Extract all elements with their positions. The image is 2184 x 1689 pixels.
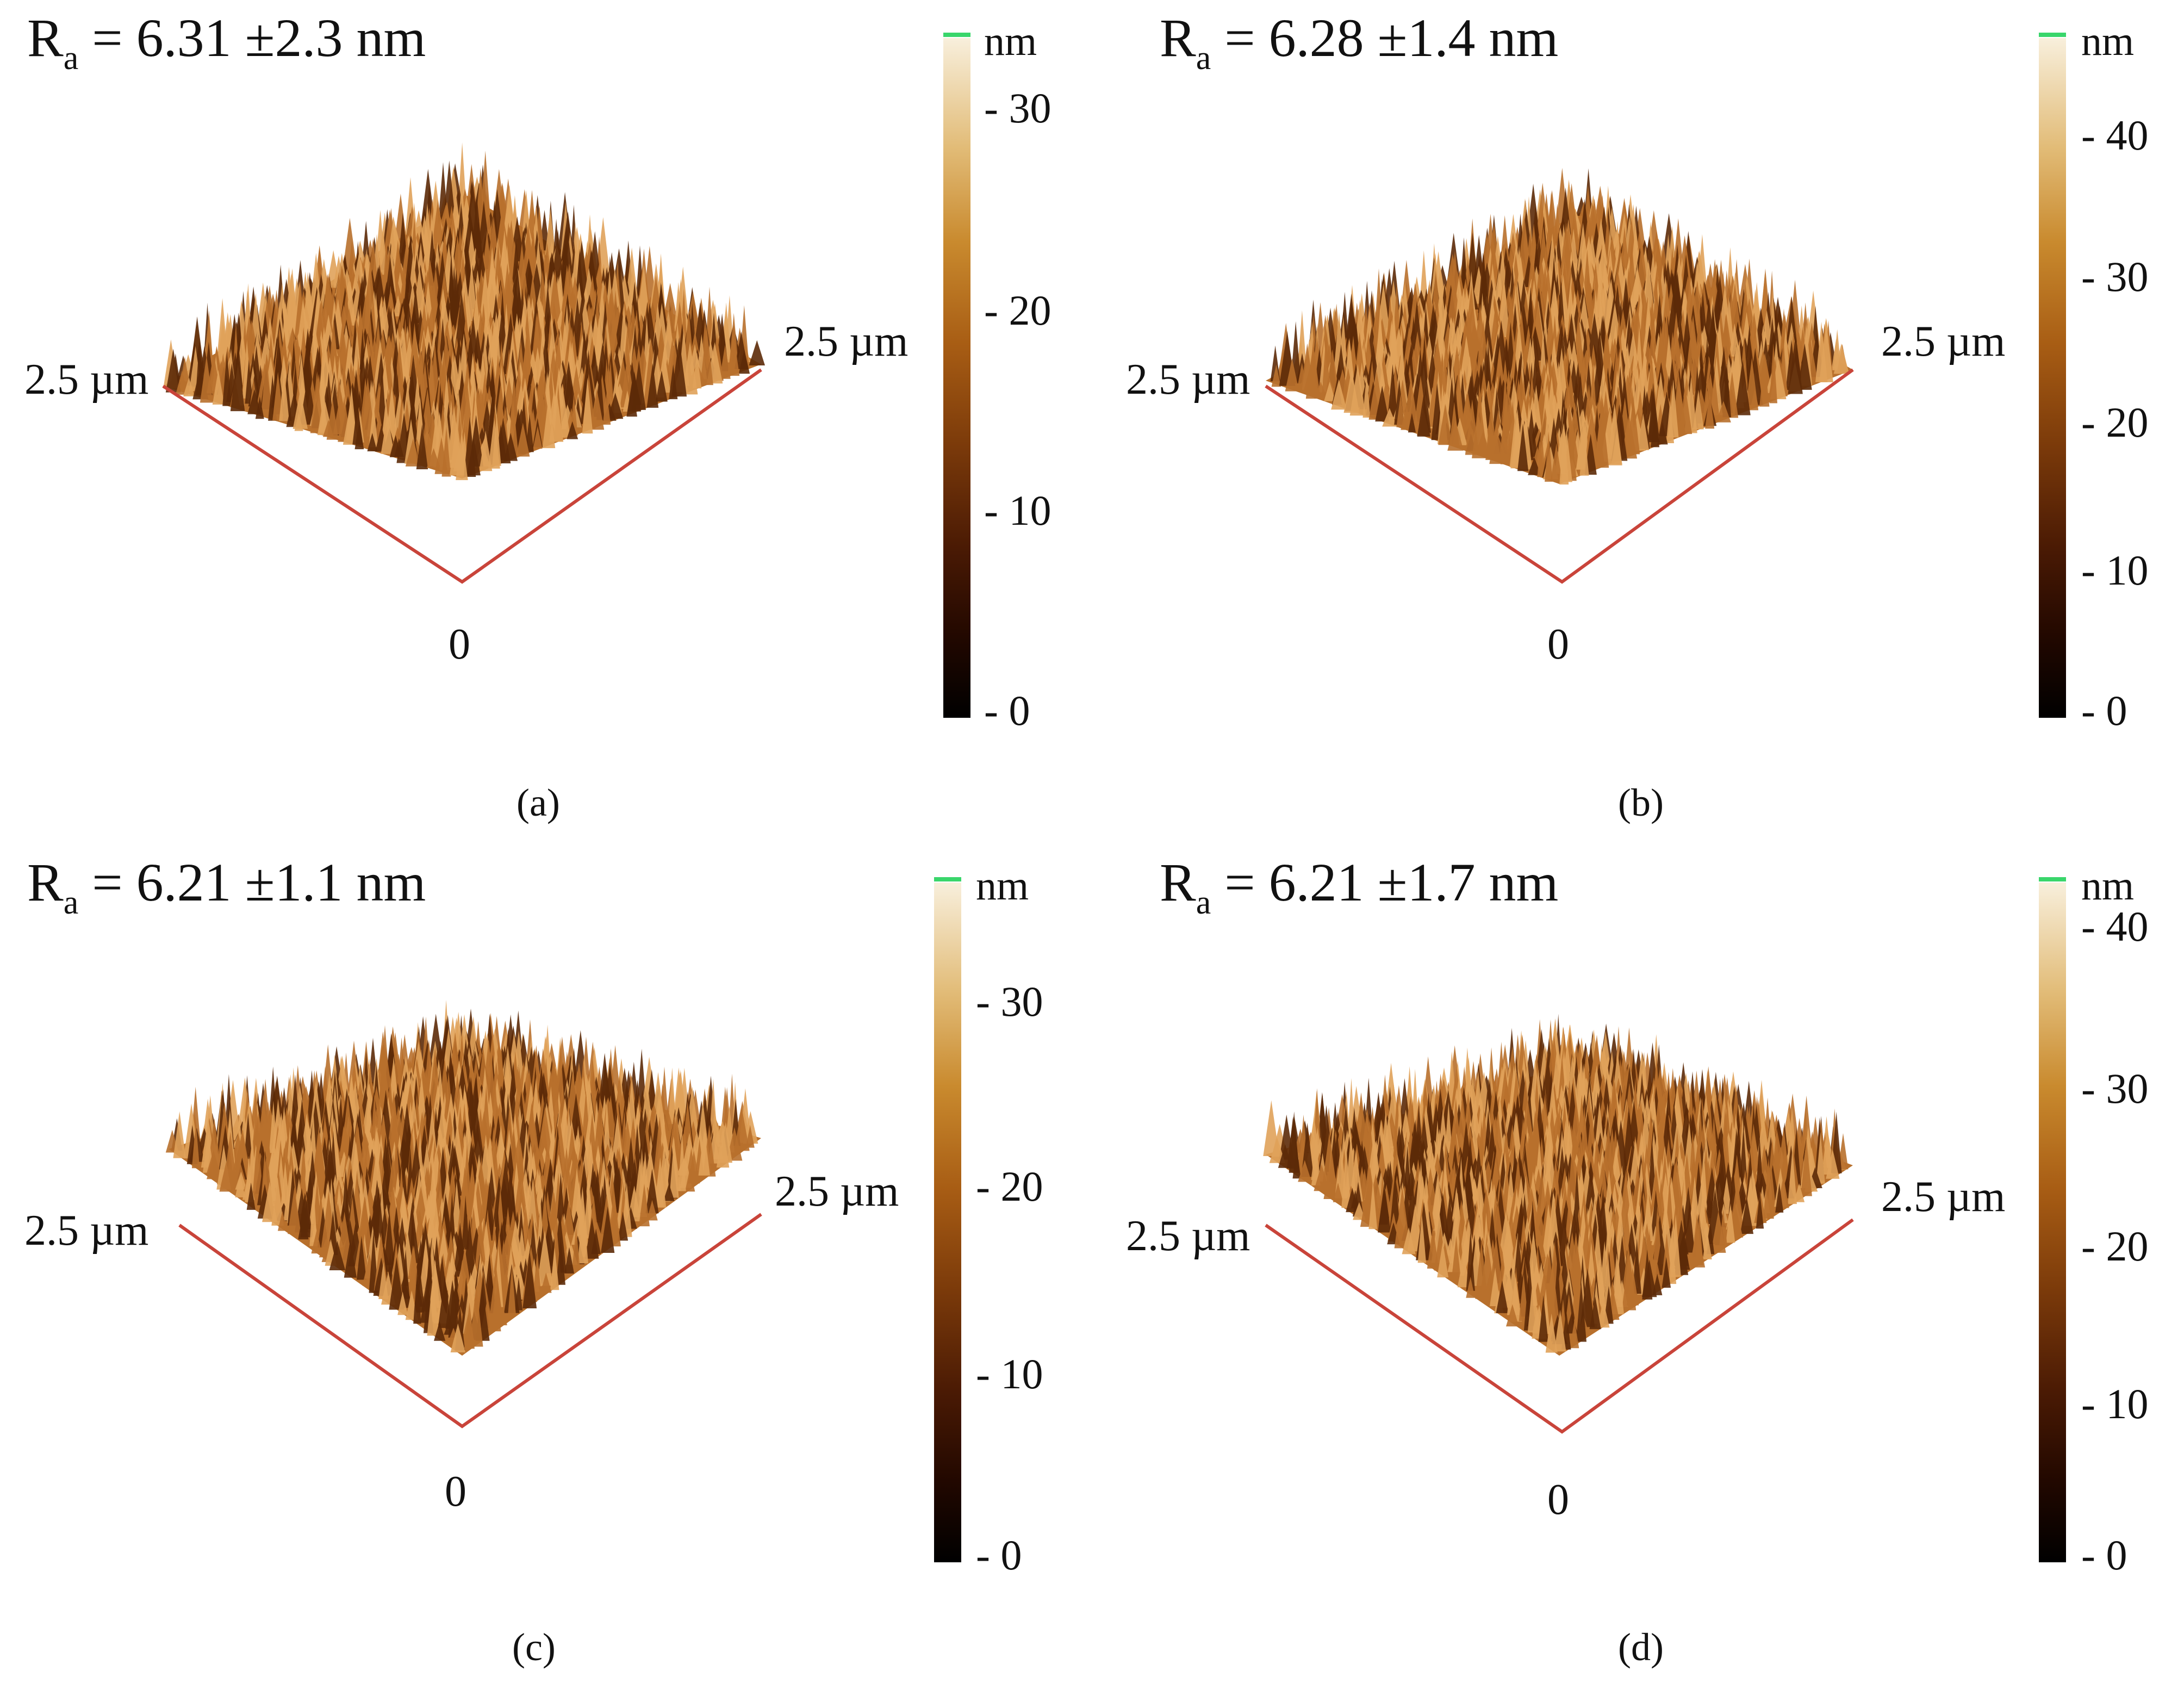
roughness-label: Ra = 6.31 ±2.3 nm: [27, 8, 426, 77]
colorbar-tick: - 0: [2081, 1531, 2127, 1579]
colorbar-unit: nm: [984, 18, 1037, 64]
panel-caption: (a): [517, 781, 560, 824]
axis-label-right: 2.5 µm: [775, 1168, 899, 1215]
panel-caption: (c): [512, 1625, 556, 1669]
afm-3d-surface: [162, 142, 765, 584]
axis-origin-label: 0: [449, 620, 470, 668]
afm-3d-surface: [1265, 167, 1854, 584]
colorbar-tick: - 30: [984, 84, 1051, 132]
afm-3d-surface: [1263, 1014, 1854, 1434]
panel-d: Ra = 6.21 ±1.7 nm 2.5 µm 2.5 µm 0 nm - 4…: [1092, 844, 2183, 1689]
axis-label-left: 2.5 µm: [1126, 1212, 1250, 1260]
roughness-label: Ra = 6.21 ±1.7 nm: [1160, 852, 1559, 921]
colorbar-tick: - 10: [2081, 1380, 2149, 1427]
panel-caption: (d): [1618, 1625, 1664, 1669]
axis-origin-label: 0: [445, 1468, 466, 1516]
axis-origin-label: 0: [1547, 620, 1569, 668]
panel-caption: (b): [1618, 781, 1664, 824]
colorbar-tick: - 40: [2081, 903, 2149, 950]
colorbar-tick: - 0: [976, 1531, 1022, 1579]
panel-b: Ra = 6.28 ±1.4 nm 2.5 µm 2.5 µm 0 nm - 4…: [1092, 0, 2183, 844]
axis-label-left: 2.5 µm: [24, 1207, 149, 1255]
colorbar-tick: - 20: [976, 1163, 1043, 1210]
colorbar-tick: - 0: [2081, 687, 2127, 734]
colorbar-tick: - 20: [2081, 399, 2149, 446]
colorbar-unit: nm: [976, 863, 1029, 909]
colorbar-tick: - 30: [2081, 1065, 2149, 1112]
axis-origin-label: 0: [1547, 1476, 1569, 1524]
axis-label-right: 2.5 µm: [784, 318, 909, 365]
axis-label-right: 2.5 µm: [1881, 318, 2006, 365]
colorbar-tick: - 20: [2081, 1222, 2149, 1270]
height-colorbar: [2039, 33, 2066, 718]
panel-c: Ra = 6.21 ±1.1 nm 2.5 µm 2.5 µm 0 nm - 3…: [0, 844, 1092, 1689]
height-colorbar: [934, 877, 961, 1562]
colorbar-unit: nm: [2081, 863, 2135, 909]
axis-label-left: 2.5 µm: [1126, 356, 1250, 403]
colorbar-tick: - 30: [976, 978, 1043, 1025]
colorbar-tick: - 10: [976, 1350, 1043, 1398]
axis-label-left: 2.5 µm: [24, 356, 149, 403]
axis-label-right: 2.5 µm: [1881, 1173, 2006, 1221]
height-colorbar: [943, 33, 970, 718]
colorbar-tick: - 20: [984, 287, 1051, 334]
roughness-label: Ra = 6.28 ±1.4 nm: [1160, 8, 1559, 77]
panel-a: Ra = 6.31 ±2.3 nm 2.5 µm 2.5 µm 0 nm - 3…: [0, 0, 1092, 844]
roughness-label: Ra = 6.21 ±1.1 nm: [27, 852, 426, 921]
colorbar-tick: - 30: [2081, 253, 2149, 300]
colorbar-tick: - 10: [2081, 547, 2149, 594]
colorbar-tick: - 0: [984, 687, 1030, 734]
colorbar-unit: nm: [2081, 18, 2135, 64]
afm-3d-surface: [165, 999, 762, 1429]
height-colorbar: [2039, 877, 2066, 1562]
colorbar-tick: - 40: [2081, 111, 2149, 159]
colorbar-tick: - 10: [984, 487, 1051, 534]
